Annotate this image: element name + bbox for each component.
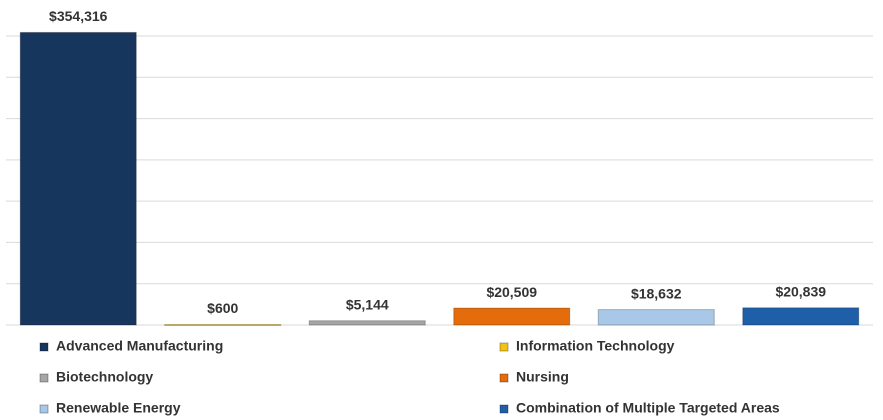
bar (19, 31, 137, 326)
legend-label: Renewable Energy (56, 400, 181, 416)
data-label: $5,144 (346, 296, 389, 312)
bar (308, 320, 426, 326)
bar (742, 307, 860, 326)
legend-label: Biotechnology (56, 369, 153, 385)
bar (453, 307, 571, 326)
legend-swatch (39, 373, 49, 383)
legend-label: Advanced Manufacturing (56, 338, 223, 354)
legend-label: Information Technology (516, 338, 675, 354)
bar (597, 309, 715, 326)
bar (164, 324, 282, 327)
data-label: $354,316 (49, 8, 108, 24)
legend-swatch (499, 342, 509, 352)
data-label: $600 (207, 300, 238, 316)
legend-swatch (39, 404, 49, 414)
legend-swatch (39, 342, 49, 352)
data-label: $20,839 (775, 283, 826, 299)
legend-swatch (499, 404, 509, 414)
data-label: $18,632 (631, 285, 682, 301)
legend-label: Nursing (516, 369, 569, 385)
legend-swatch (499, 373, 509, 383)
legend-label: Combination of Multiple Targeted Areas (516, 400, 780, 416)
data-label: $20,509 (486, 284, 537, 300)
